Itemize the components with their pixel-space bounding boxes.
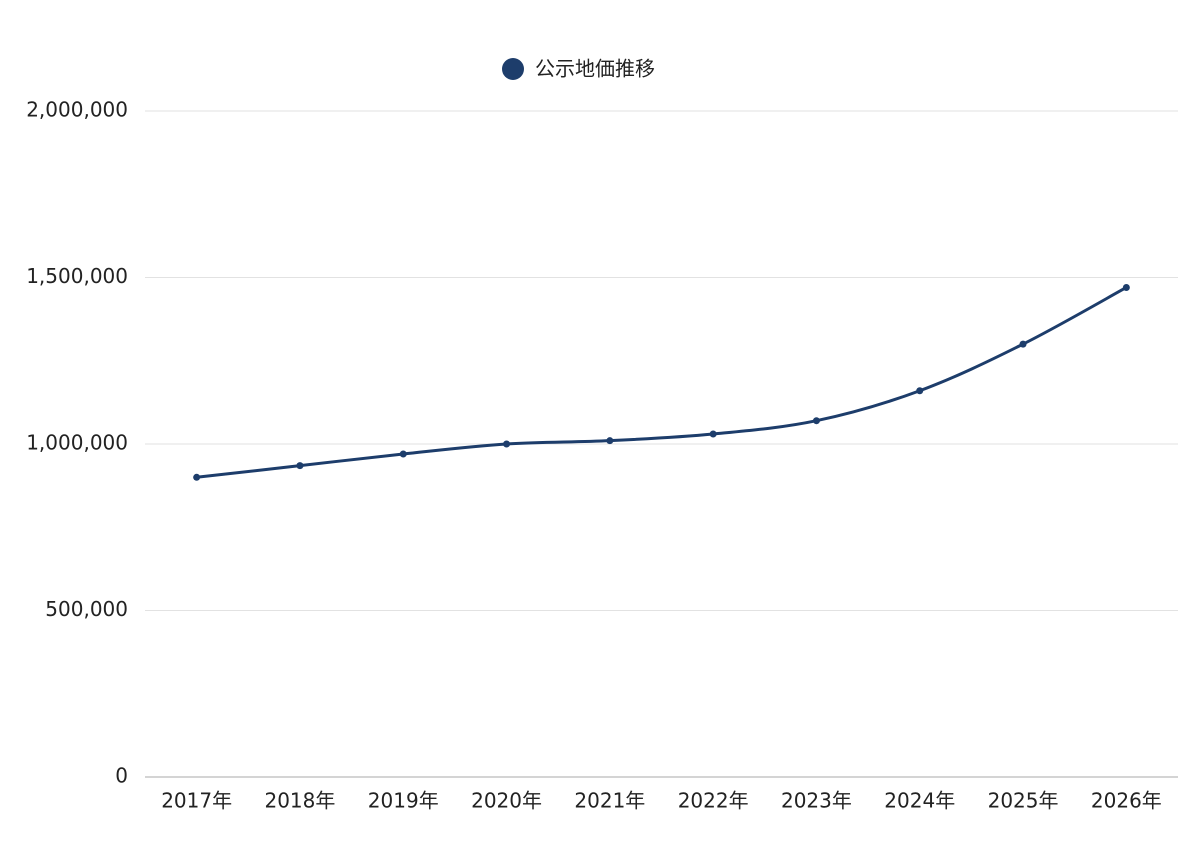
point [1122,283,1130,291]
x-tick-label: 2024年 [884,789,955,813]
y-tick-label: 2,000,000 [26,98,128,122]
x-tick-label: 2026年 [1091,789,1162,813]
line [196,286,1128,479]
y-tick-label: 1,000,000 [26,431,128,455]
point [296,462,304,470]
point [503,440,511,448]
legend-label: 公示地価推移 [535,57,655,81]
x-tick-label: 2017年 [161,789,232,813]
legend-marker [502,58,524,80]
y-tick-label: 0 [115,764,128,788]
x-tick-label: 2021年 [574,789,645,813]
point [812,417,820,425]
x-tick-label: 2023年 [781,789,852,813]
point [916,387,924,395]
x-tick-label: 2018年 [264,789,335,813]
y-tick-label: 1,500,000 [26,264,128,288]
x-tick-label: 2019年 [368,789,439,813]
y-tick-label: 500,000 [45,597,128,621]
point [399,450,407,458]
point [606,437,614,445]
point [193,473,201,481]
point [709,430,717,438]
point [1019,340,1027,348]
x-tick-label: 2025年 [988,789,1059,813]
x-tick-label: 2022年 [678,789,749,813]
x-tick-label: 2020年 [471,789,542,813]
